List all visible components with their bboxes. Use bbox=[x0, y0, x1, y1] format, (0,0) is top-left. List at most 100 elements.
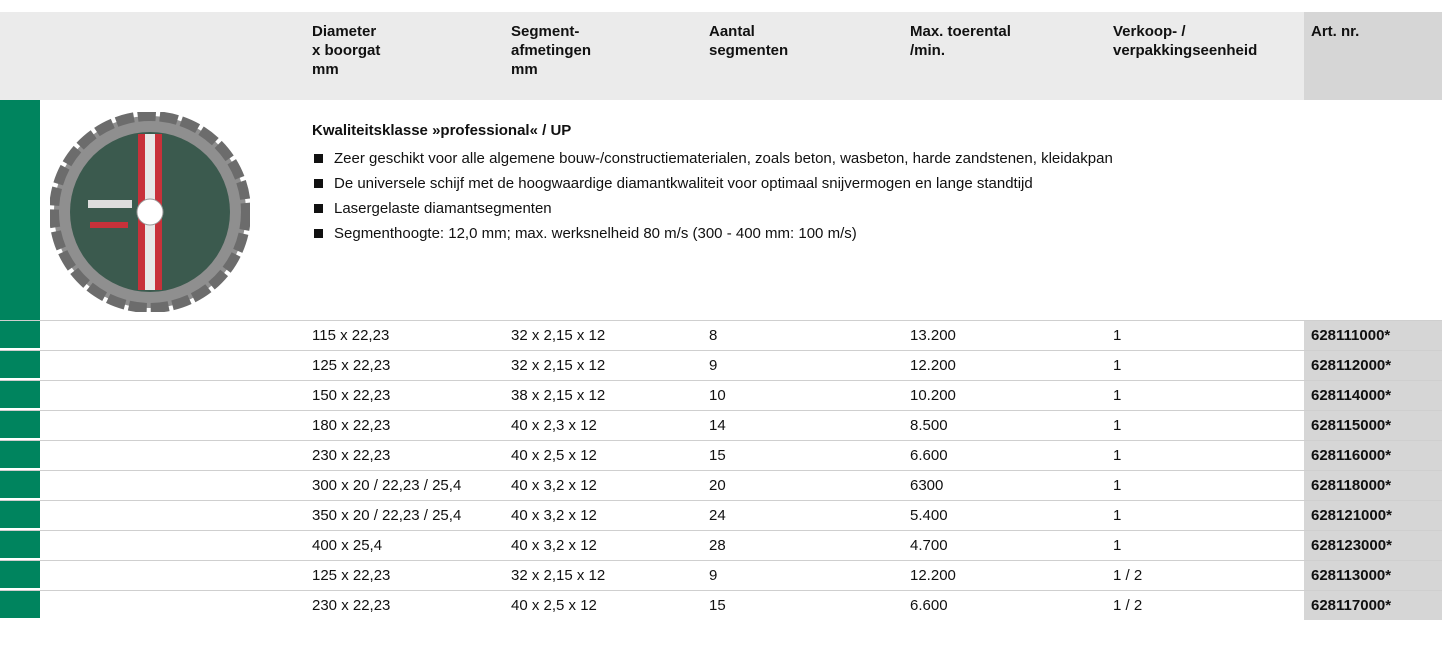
table-row: 150 x 22,23 38 x 2,15 x 12 10 10.200 1 628114… bbox=[0, 380, 1442, 410]
table-cell: 15 bbox=[709, 597, 726, 614]
cell-text: 125 x 22,23 bbox=[312, 567, 391, 584]
table-cell: 1 bbox=[1113, 507, 1122, 524]
header-cell: Segment-afmetingen mm bbox=[511, 22, 591, 79]
row-marker bbox=[0, 351, 40, 380]
table-cell: 13.200 bbox=[910, 327, 956, 344]
table-cell: 12.200 bbox=[910, 357, 956, 374]
table-cell: 628113000* bbox=[1304, 561, 1442, 590]
table-row: 115 x 22,23 32 x 2,15 x 12 8 13.200 1 6281110… bbox=[0, 320, 1442, 350]
row-marker bbox=[0, 561, 40, 590]
table-cell: 5.400 bbox=[910, 507, 948, 524]
header-line: afmetingen bbox=[511, 42, 592, 59]
product-image bbox=[50, 112, 250, 312]
row-marker bbox=[0, 381, 40, 410]
table-row: 400 x 25,4 40 x 3,2 x 12 28 4.700 1 628123000… bbox=[0, 530, 1442, 560]
table-cell: 8 bbox=[709, 327, 718, 344]
table-cell: 1 bbox=[1113, 417, 1122, 434]
table-cell: 40 x 2,3 x 12 bbox=[511, 417, 597, 434]
table-cell: 38 x 2,15 x 12 bbox=[511, 387, 606, 404]
row-marker bbox=[0, 471, 40, 500]
table-cell: 1 bbox=[1113, 537, 1122, 554]
table-row: 180 x 22,23 40 x 2,3 x 12 14 8.500 1 62811500… bbox=[0, 410, 1442, 440]
header-cell: Aantal segmenten bbox=[709, 22, 788, 60]
row-spacer bbox=[40, 321, 305, 350]
table-cell: 400 x 25,4 bbox=[305, 531, 504, 560]
art-header-bg bbox=[1304, 12, 1442, 100]
header-cell: Verkoop- / verpakkingseenheid bbox=[1113, 22, 1257, 60]
table-cell: 32 x 2,15 x 12 bbox=[511, 327, 606, 344]
table-cell: 628118000* bbox=[1304, 471, 1442, 500]
cell-text: 150 x 22,23 bbox=[312, 387, 391, 404]
table-cell: 24 bbox=[709, 507, 726, 524]
header-line: x boorgat bbox=[312, 42, 381, 59]
category-bar bbox=[0, 100, 40, 320]
cell-text: 230 x 22,23 bbox=[312, 597, 391, 614]
table-row: 230 x 22,23 40 x 2,5 x 12 15 6.600 1 62811600… bbox=[0, 440, 1442, 470]
cell-text: 350 x 20 / 22,23 / 25,4 bbox=[312, 507, 462, 524]
header-line: segmenten bbox=[709, 42, 789, 59]
cell-text: 125 x 22,23 bbox=[312, 357, 391, 374]
row-spacer bbox=[40, 561, 305, 590]
row-spacer bbox=[40, 441, 305, 470]
row-spacer bbox=[40, 351, 305, 380]
table-cell: 40 x 2,5 x 12 bbox=[511, 597, 597, 614]
row-spacer bbox=[40, 501, 305, 530]
table-row: 125 x 22,23 32 x 2,15 x 12 9 12.200 1 / 2 628… bbox=[0, 560, 1442, 590]
table-cell: 180 x 22,23 bbox=[305, 411, 504, 440]
header-line: Aantal bbox=[709, 23, 755, 40]
header-line: Art. nr. bbox=[1311, 23, 1360, 40]
row-spacer bbox=[40, 411, 305, 440]
row-marker bbox=[0, 501, 40, 530]
table-row: 300 x 20 / 22,23 / 25,4 40 x 3,2 x 12 20 63… bbox=[0, 470, 1442, 500]
table-cell: 628123000* bbox=[1304, 531, 1442, 560]
cell-text: 400 x 25,4 bbox=[312, 537, 383, 554]
header-line: Verkoop- / bbox=[1113, 23, 1186, 40]
bullet-item: Segmenthoogte: 12,0 mm; max. werksnelhei… bbox=[312, 221, 1113, 246]
table-cell: 628117000* bbox=[1304, 591, 1442, 620]
table-cell: 150 x 22,23 bbox=[305, 381, 504, 410]
table-cell: 4.700 bbox=[910, 537, 948, 554]
table-cell: 9 bbox=[709, 567, 718, 584]
row-marker bbox=[0, 411, 40, 440]
table-cell: 628121000* bbox=[1304, 501, 1442, 530]
bullet-item: De universele schijf met de hoogwaardige… bbox=[312, 171, 1113, 196]
cell-text: 230 x 22,23 bbox=[312, 447, 391, 464]
table-cell: 1 bbox=[1113, 447, 1122, 464]
cell-text: 300 x 20 / 22,23 / 25,4 bbox=[312, 477, 462, 494]
table-cell: 230 x 22,23 bbox=[305, 441, 504, 470]
table-cell: 1 bbox=[1113, 387, 1122, 404]
table-cell: 40 x 3,2 x 12 bbox=[511, 507, 597, 524]
table-cell: 6.600 bbox=[910, 447, 948, 464]
table-row: 230 x 22,23 40 x 2,5 x 12 15 6.600 1 / 2 6281… bbox=[0, 590, 1442, 620]
header-line: verpakkingseenheid bbox=[1113, 42, 1258, 59]
table-cell: 6.600 bbox=[910, 597, 948, 614]
cell-text: 180 x 22,23 bbox=[312, 417, 391, 434]
table-cell: 1 bbox=[1113, 327, 1122, 344]
table-cell: 230 x 22,23 bbox=[305, 591, 504, 620]
header-line: Segment- bbox=[511, 23, 580, 40]
table-cell: 628114000* bbox=[1304, 381, 1442, 410]
row-marker bbox=[0, 441, 40, 470]
table-cell: 14 bbox=[709, 417, 726, 434]
table-cell: 115 x 22,23 bbox=[305, 321, 504, 350]
row-marker bbox=[0, 591, 40, 620]
table-cell: 8.500 bbox=[910, 417, 948, 434]
table-cell: 125 x 22,23 bbox=[305, 561, 504, 590]
table-cell: 10.200 bbox=[910, 387, 956, 404]
table-cell: 32 x 2,15 x 12 bbox=[511, 357, 606, 374]
table-cell: 300 x 20 / 22,23 / 25,4 bbox=[305, 471, 504, 500]
table-cell: 628115000* bbox=[1304, 411, 1442, 440]
table-cell: 20 bbox=[709, 477, 726, 494]
header-cell: Max. toerental/min. bbox=[910, 22, 1011, 60]
table-cell: 40 x 2,5 x 12 bbox=[511, 447, 597, 464]
bullet-item: Lasergelaste diamantsegmenten bbox=[312, 196, 1113, 221]
header-cell: Diameter x boorgat mm bbox=[312, 22, 380, 79]
table-header: Diameter x boorgat mm Segment-afmetingen mm A… bbox=[0, 12, 1442, 100]
table-cell: 12.200 bbox=[910, 567, 956, 584]
table-cell: 40 x 3,2 x 12 bbox=[511, 537, 597, 554]
table-cell: 125 x 22,23 bbox=[305, 351, 504, 380]
table-cell: 1 bbox=[1113, 357, 1122, 374]
row-spacer bbox=[40, 591, 305, 620]
